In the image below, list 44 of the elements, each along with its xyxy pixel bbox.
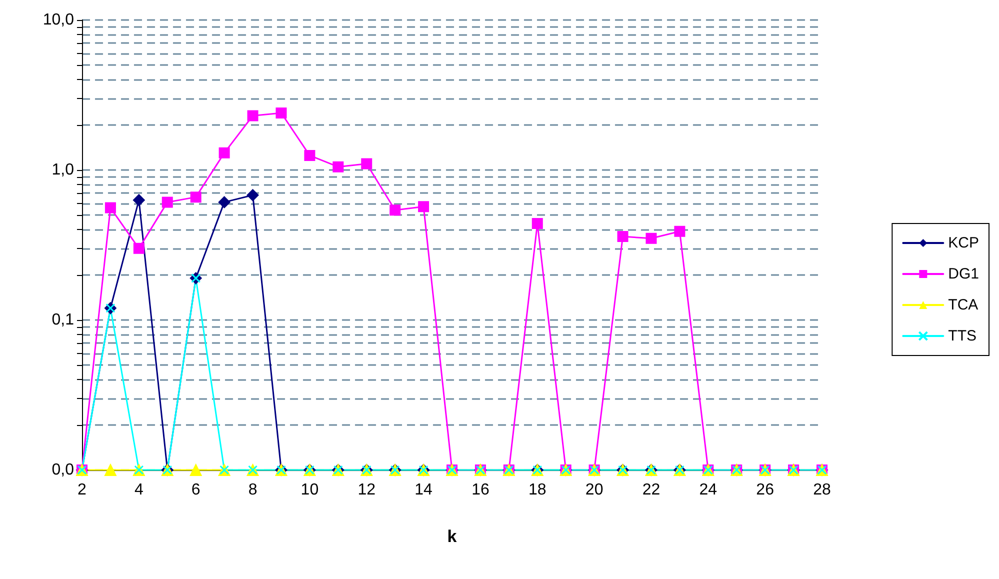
x-tick-label: 10 (300, 482, 319, 498)
x-tick-label: 28 (813, 482, 831, 498)
point (532, 218, 543, 229)
x-tick-label: 24 (699, 482, 718, 498)
legend-label: TCA (948, 296, 978, 314)
point (218, 196, 230, 208)
x-tick-label: 22 (642, 482, 660, 498)
x-tick-label: 2 (78, 482, 87, 498)
x-tick-label: 16 (472, 482, 490, 498)
x-tick-label: 4 (134, 482, 144, 498)
point (390, 204, 401, 216)
y-tick-label: 1,0 (52, 162, 74, 178)
x-tick-label: 18 (528, 482, 546, 498)
point (104, 202, 116, 214)
point (162, 196, 173, 208)
point (246, 189, 259, 202)
point (361, 158, 372, 170)
x-tick-label: 6 (191, 482, 200, 498)
x-tick-label: 26 (756, 482, 774, 498)
point (247, 110, 258, 122)
legend-label: TTS (948, 328, 976, 344)
y-tick-label: 0,1 (52, 312, 74, 328)
point (304, 150, 316, 161)
point (418, 201, 430, 212)
point (132, 194, 145, 206)
point (190, 192, 202, 203)
x-tick-label: 12 (358, 482, 376, 498)
legend-label: DG1 (948, 266, 979, 282)
y-tick-label: 10,0 (42, 12, 74, 28)
point (646, 232, 657, 244)
x-tick-label: 14 (414, 482, 433, 498)
point (332, 161, 344, 172)
y-tick-label: 0,0 (52, 462, 74, 478)
x-tick-label: 8 (248, 482, 258, 498)
point (617, 231, 628, 242)
point (190, 464, 202, 476)
point (104, 464, 116, 476)
point (276, 107, 287, 118)
legend-label: KCP (948, 234, 979, 252)
point (674, 226, 686, 237)
x-tick-label: 20 (585, 482, 604, 498)
point (218, 147, 230, 158)
x-axis-title: k (447, 527, 458, 546)
point (133, 242, 144, 254)
